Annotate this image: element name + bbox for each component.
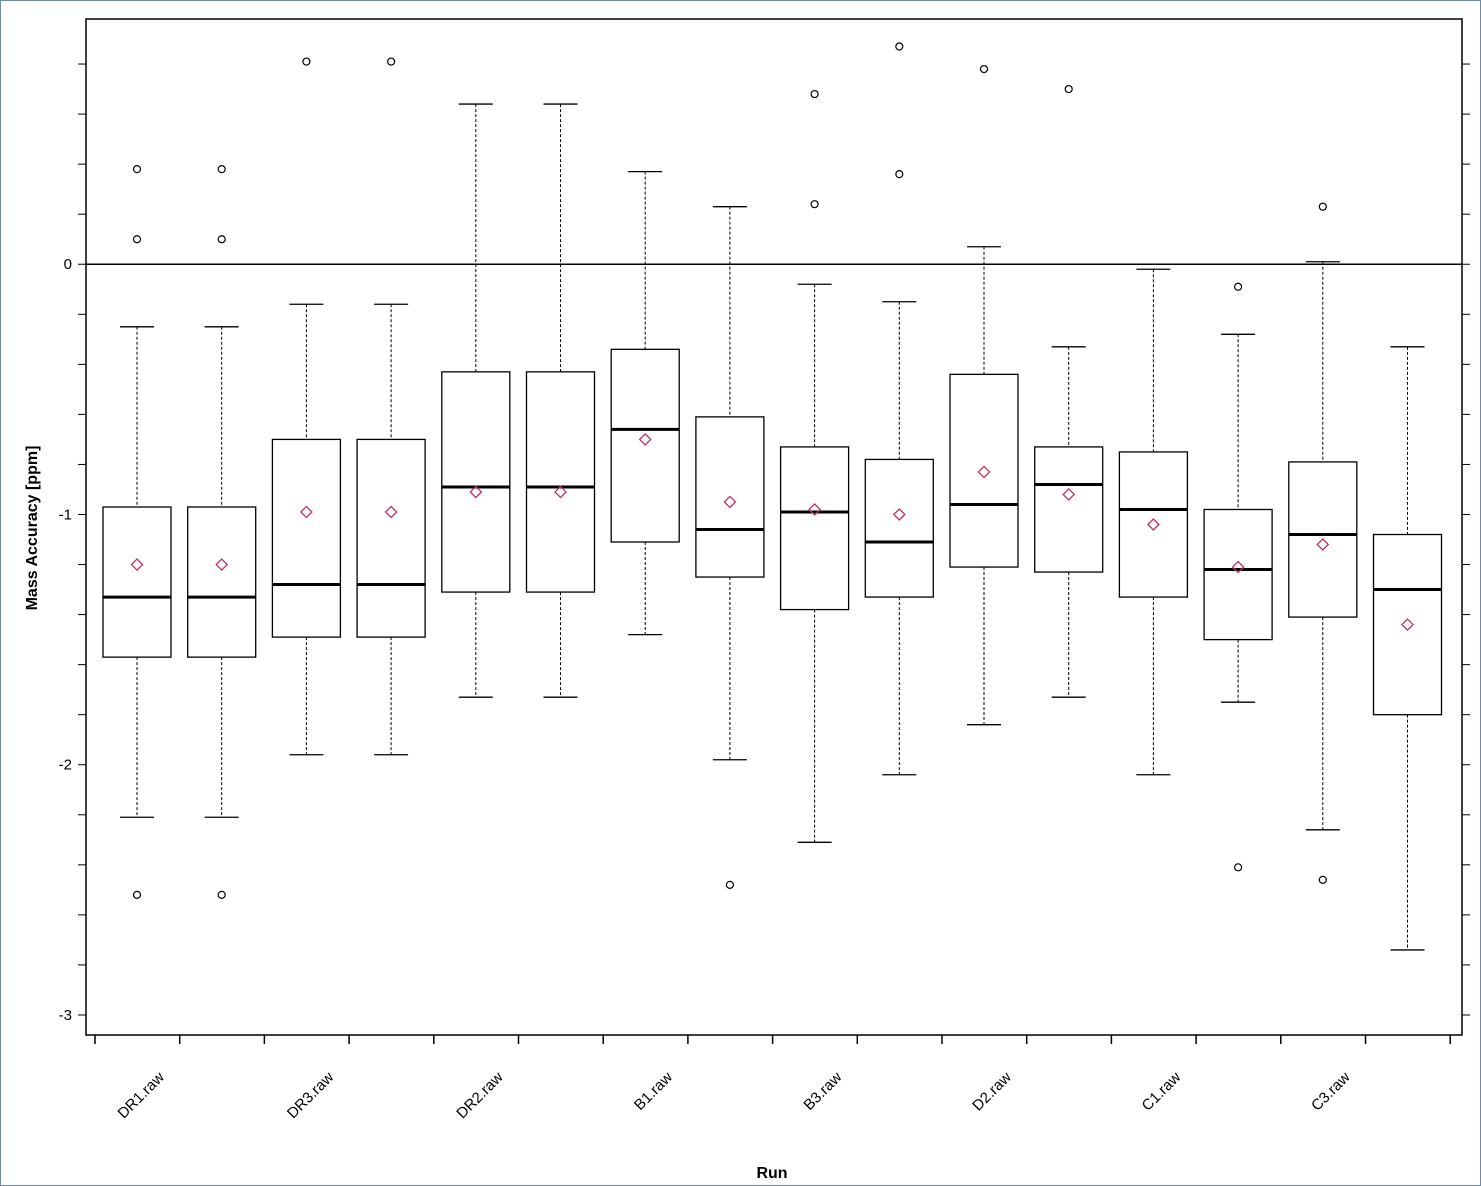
mean-marker <box>892 508 906 521</box>
box-iqr <box>441 371 511 593</box>
outlier-point <box>217 890 226 899</box>
outlier-point <box>132 165 142 174</box>
outlier-point <box>810 89 819 99</box>
mean-marker <box>1316 538 1330 551</box>
outlier-point <box>1064 84 1073 94</box>
x-tick-label: DR2.raw <box>453 1069 506 1122</box>
outlier-point <box>1233 282 1243 291</box>
outlier-point <box>217 165 226 174</box>
plot-area-border <box>85 18 1463 1036</box>
outlier-point <box>302 57 311 66</box>
box-iqr <box>271 438 342 638</box>
mean-marker <box>723 495 737 509</box>
box-iqr <box>1034 446 1104 573</box>
outlier-point <box>895 170 904 179</box>
x-tick-label: C1.raw <box>1139 1069 1185 1115</box>
mean-marker <box>130 558 144 571</box>
y-tick-label: -2 <box>59 757 72 774</box>
box-iqr <box>949 373 1019 568</box>
mean-marker <box>977 465 991 479</box>
outlier-point <box>725 880 735 889</box>
x-tick-label: DR1.raw <box>115 1069 168 1122</box>
box-iqr <box>525 371 596 593</box>
box-iqr <box>356 438 426 638</box>
x-tick-label: B3.raw <box>800 1069 845 1114</box>
x-tick-label: C3.raw <box>1308 1069 1354 1115</box>
x-axis-title: Run <box>756 1165 787 1182</box>
plot-layer: -3 -2 -1 0 DR1.raw DR3.raw DR2.raw B1.raw B3.raw… <box>59 18 1470 1122</box>
mean-marker <box>1401 618 1414 632</box>
box-iqr <box>102 506 172 658</box>
mean-marker <box>469 485 483 499</box>
box-iqr <box>187 506 257 658</box>
outlier-point <box>1233 863 1243 872</box>
mean-marker <box>808 503 822 516</box>
mean-marker <box>1146 518 1160 531</box>
outlier-point <box>1318 875 1327 884</box>
y-tick-label: 0 <box>64 256 72 273</box>
mean-marker <box>638 432 652 446</box>
box-iqr <box>779 446 850 611</box>
outlier-point <box>895 42 904 51</box>
outlier-point <box>810 200 819 209</box>
mean-marker <box>215 558 229 571</box>
y-axis-title: Mass Accuracy [ppm] <box>24 446 41 611</box>
x-tick-label: DR3.raw <box>284 1069 337 1122</box>
outlier-point <box>217 235 226 244</box>
box-iqr <box>1372 533 1443 716</box>
outlier-point <box>132 235 142 244</box>
outlier-point <box>132 890 142 899</box>
box-iqr <box>1203 508 1273 641</box>
mean-marker <box>384 505 398 519</box>
mean-marker <box>299 505 313 519</box>
x-tick-label: B1.raw <box>631 1069 676 1114</box>
box-iqr <box>864 458 934 598</box>
mean-marker <box>1062 488 1076 501</box>
box-iqr <box>1118 451 1189 598</box>
outlier-point <box>1318 202 1327 211</box>
y-tick-label: -1 <box>59 506 72 523</box>
outlier-point <box>387 57 396 66</box>
mean-marker <box>554 485 567 499</box>
y-tick-label: -3 <box>59 1007 72 1024</box>
mean-marker <box>1231 560 1245 574</box>
outlier-point <box>979 64 989 74</box>
x-tick-label: D2.raw <box>969 1069 1015 1115</box>
